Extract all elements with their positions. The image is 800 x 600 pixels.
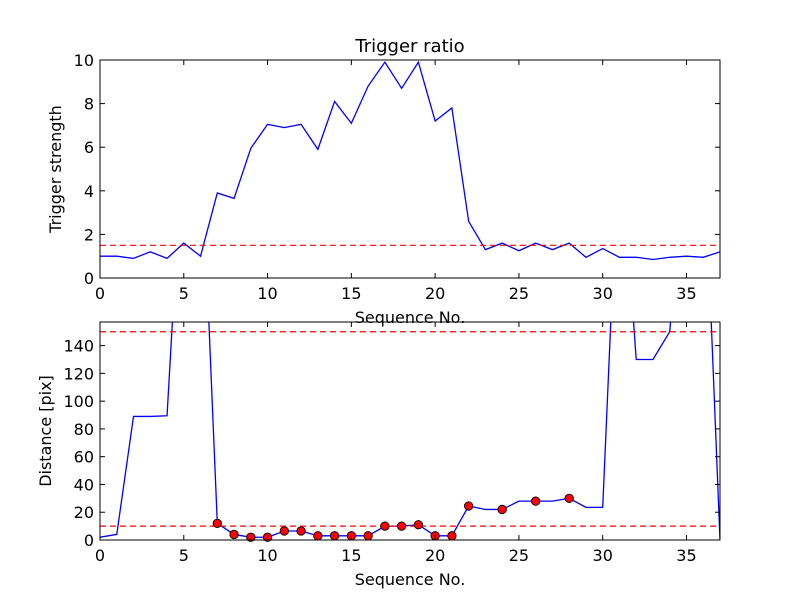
top-x-tick-label: 15 — [341, 284, 361, 303]
top-x-tick-label: 25 — [509, 284, 529, 303]
bottom-x-tick-label: 15 — [341, 546, 361, 565]
bottom-x-tick-label: 25 — [509, 546, 529, 565]
bottom-y-tick-label: 60 — [74, 448, 94, 467]
bottom-data-point — [212, 518, 222, 528]
top-y-tick-label: 0 — [84, 269, 94, 288]
bottom-y-tick-label: 100 — [63, 392, 94, 411]
bottom-data-point — [363, 531, 373, 541]
top-series-line — [100, 60, 720, 261]
bottom-x-tick-label: 35 — [676, 546, 696, 565]
bottom-x-tick-label: 20 — [425, 546, 445, 565]
top-x-tick-label: 30 — [593, 284, 613, 303]
top-y-tick-label: 8 — [84, 95, 94, 114]
top-x-tick-label: 10 — [257, 284, 277, 303]
top-y-tick-label: 2 — [84, 225, 94, 244]
top-y-tick-label: 10 — [74, 51, 94, 70]
chart-title: Trigger ratio — [354, 36, 464, 57]
bottom-data-point — [396, 521, 407, 531]
top-x-axis-label: Sequence No. — [355, 308, 466, 327]
bottom-plot-area: 0 5 10 15 20 25 30 35 0 20 40 60 80 100 120 140 — [63, 321, 721, 565]
bottom-data-point — [497, 504, 507, 515]
top-plot-area: 0 5 10 15 20 25 30 35 0 2 4 6 8 10 — [74, 51, 721, 303]
top-y-tick-label: 4 — [84, 182, 94, 201]
bottom-data-point — [329, 531, 340, 541]
bottom-data-point — [279, 526, 289, 536]
top-x-tick-label: 35 — [676, 284, 696, 303]
bottom-x-tick-label: 5 — [179, 546, 189, 565]
bottom-data-point — [447, 531, 457, 541]
bottom-series-line — [100, 322, 720, 540]
bottom-y-tick-label: 80 — [74, 420, 94, 439]
bottom-data-point — [246, 532, 256, 542]
bottom-x-tick-label: 0 — [95, 546, 105, 565]
bottom-y-tick-label: 20 — [74, 503, 94, 522]
bottom-data-point — [413, 520, 424, 530]
top-axes-frame — [99, 59, 721, 279]
bottom-y-tick-label: 0 — [84, 531, 94, 550]
bottom-x-tick-label: 10 — [257, 546, 277, 565]
bottom-y-tick-label: 140 — [63, 337, 94, 356]
bottom-data-point — [313, 531, 323, 541]
bottom-y-tick-label: 120 — [63, 364, 94, 383]
bottom-y-tick-label: 40 — [74, 475, 94, 494]
top-data-layer — [100, 60, 720, 261]
bottom-data-point — [380, 521, 390, 531]
bottom-panel: Distance [pix] Sequence No. 0 5 10 15 20 25 30… — [36, 321, 721, 589]
bottom-x-tick-label: 30 — [593, 546, 613, 565]
top-x-tick-label: 5 — [179, 284, 189, 303]
bottom-data-point — [531, 496, 541, 506]
bottom-data-point — [296, 526, 306, 536]
bottom-axes-frame — [99, 321, 721, 541]
bottom-x-axis-label: Sequence No. — [355, 570, 466, 589]
top-x-tick-label: 0 — [95, 284, 105, 303]
top-x-tick-label: 20 — [425, 284, 445, 303]
top-y-tick-label: 6 — [84, 138, 94, 157]
bottom-data-point — [463, 501, 474, 511]
top-panel: Trigger ratio Trigger strength Sequence … — [46, 36, 721, 327]
bottom-data-point — [229, 529, 239, 540]
bottom-data-layer — [100, 322, 720, 540]
top-y-axis-label: Trigger strength — [46, 105, 65, 234]
bottom-data-point — [564, 493, 574, 503]
bottom-y-axis-label: Distance [pix] — [36, 375, 55, 487]
